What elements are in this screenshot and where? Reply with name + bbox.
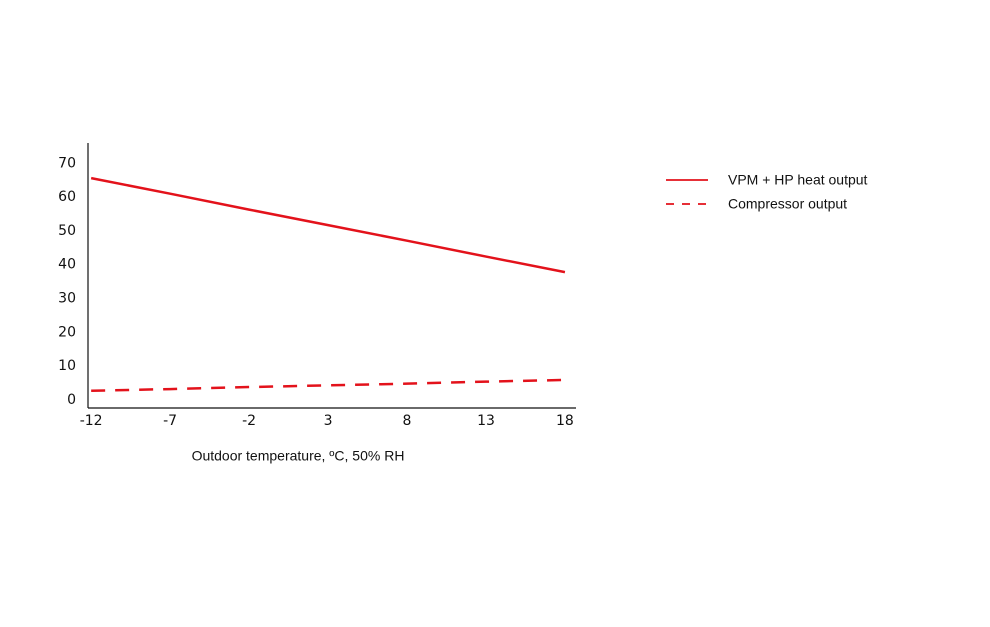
x-tick-label: 8 bbox=[403, 413, 412, 429]
x-tick-label: -2 bbox=[242, 413, 256, 429]
y-tick-label: 10 bbox=[58, 358, 76, 374]
y-tick-label: 0 bbox=[67, 392, 76, 408]
y-tick-label: 50 bbox=[58, 223, 76, 239]
y-tick-label: 70 bbox=[58, 155, 76, 171]
y-tick-label: 30 bbox=[58, 290, 76, 306]
series-line bbox=[90, 176, 566, 274]
x-tick-label: -12 bbox=[80, 413, 103, 429]
x-tick-label: 18 bbox=[556, 413, 574, 429]
x-tick-label: 13 bbox=[477, 413, 495, 429]
y-tick-label: 60 bbox=[58, 189, 76, 205]
x-axis-label: Outdoor temperature, ºC, 50% RH bbox=[192, 448, 405, 464]
y-tick-label: 20 bbox=[58, 324, 76, 340]
legend-label: VPM + HP heat output bbox=[728, 172, 868, 188]
series-line bbox=[91, 378, 565, 393]
x-tick-label: -7 bbox=[163, 413, 177, 429]
x-tick-label: 3 bbox=[324, 413, 333, 429]
legend-label: Compressor output bbox=[728, 196, 847, 212]
y-tick-label: 40 bbox=[58, 257, 76, 273]
